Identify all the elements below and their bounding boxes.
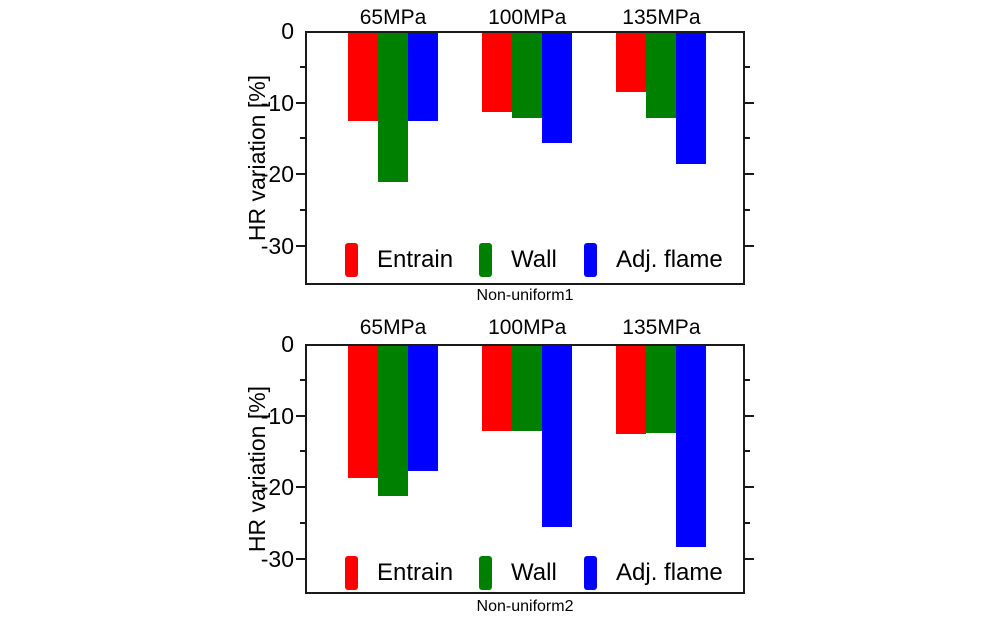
bar-wall-65MPa	[378, 344, 408, 497]
y-axis-minor-tick	[300, 65, 305, 68]
bar-wall-135MPa	[646, 31, 677, 119]
y-axis-minor-tick	[745, 137, 750, 140]
y-tick-label: -20	[260, 474, 294, 500]
plot-area	[305, 31, 745, 285]
bar-wall-100MPa	[512, 344, 543, 432]
legend-swatch-entrain	[345, 556, 358, 590]
group-title-100MPa: 100MPa	[488, 316, 567, 339]
bar-adj-flame-65MPa	[408, 31, 438, 122]
bar-entrain-100MPa	[482, 31, 513, 112]
legend-label: Entrain	[377, 246, 454, 273]
y-axis-major-tick	[745, 486, 754, 488]
bar-adj-flame-65MPa	[408, 344, 438, 472]
y-axis-major-tick	[745, 414, 754, 417]
bar-adj-flame-100MPa	[542, 31, 573, 144]
legend-label: Wall	[511, 246, 557, 273]
x-axis-label: Non-uniform2	[476, 598, 574, 615]
legend-swatch-wall	[479, 243, 492, 277]
bar-entrain-65MPa	[348, 31, 378, 122]
y-axis-major-tick	[296, 557, 305, 560]
y-tick-label: -10	[260, 89, 294, 116]
legend-swatch-adj-flame	[584, 243, 597, 277]
legend-label: Adj. flame	[616, 559, 723, 586]
y-axis-major-tick	[296, 486, 305, 488]
y-axis-major-tick	[296, 101, 305, 104]
bar-wall-65MPa	[378, 31, 408, 182]
bar-wall-100MPa	[512, 31, 543, 118]
y-tick-label: 0	[281, 18, 294, 44]
y-axis-major-tick	[296, 414, 305, 417]
bar-entrain-65MPa	[348, 344, 378, 478]
y-axis-minor-tick	[745, 450, 750, 453]
y-axis-major-tick	[745, 173, 754, 175]
y-axis-major-tick	[296, 173, 305, 175]
bar-entrain-135MPa	[616, 344, 647, 435]
legend-label: Wall	[511, 559, 557, 586]
y-axis-minor-tick	[745, 378, 750, 381]
bar-entrain-100MPa	[482, 344, 513, 431]
bar-entrain-135MPa	[616, 31, 647, 92]
y-axis-minor-tick	[745, 521, 750, 524]
group-title-135MPa: 135MPa	[622, 6, 701, 29]
y-axis-major-tick	[745, 557, 754, 560]
y-axis-minor-tick	[745, 65, 750, 68]
y-tick-label: -30	[260, 545, 294, 572]
y-axis-major-tick	[296, 244, 305, 247]
y-axis-minor-tick	[745, 208, 750, 211]
x-axis-label: Non-uniform1	[476, 287, 574, 304]
group-title-135MPa: 135MPa	[622, 316, 701, 339]
group-title-65MPa: 65MPa	[359, 6, 427, 29]
group-title-65MPa: 65MPa	[359, 316, 427, 339]
plot-area	[305, 344, 745, 594]
y-tick-label: 0	[281, 331, 294, 357]
y-tick-label: -30	[260, 232, 294, 259]
y-axis-major-tick	[745, 101, 754, 104]
bar-adj-flame-100MPa	[542, 344, 573, 528]
legend-label: Entrain	[377, 559, 454, 586]
legend-swatch-adj-flame	[584, 556, 597, 590]
y-tick-label: -20	[260, 161, 294, 187]
legend-label: Adj. flame	[616, 246, 723, 273]
y-axis-minor-tick	[300, 450, 305, 453]
legend-swatch-entrain	[345, 243, 358, 277]
y-axis-minor-tick	[300, 137, 305, 140]
y-axis-minor-tick	[300, 208, 305, 211]
y-axis-minor-tick	[300, 521, 305, 524]
bar-adj-flame-135MPa	[676, 344, 707, 548]
y-axis-major-tick	[745, 244, 754, 247]
legend-swatch-wall	[479, 556, 492, 590]
bar-adj-flame-135MPa	[676, 31, 707, 164]
group-title-100MPa: 100MPa	[488, 6, 567, 29]
y-tick-label: -10	[260, 402, 294, 429]
bar-wall-135MPa	[646, 344, 677, 433]
y-axis-minor-tick	[300, 378, 305, 381]
